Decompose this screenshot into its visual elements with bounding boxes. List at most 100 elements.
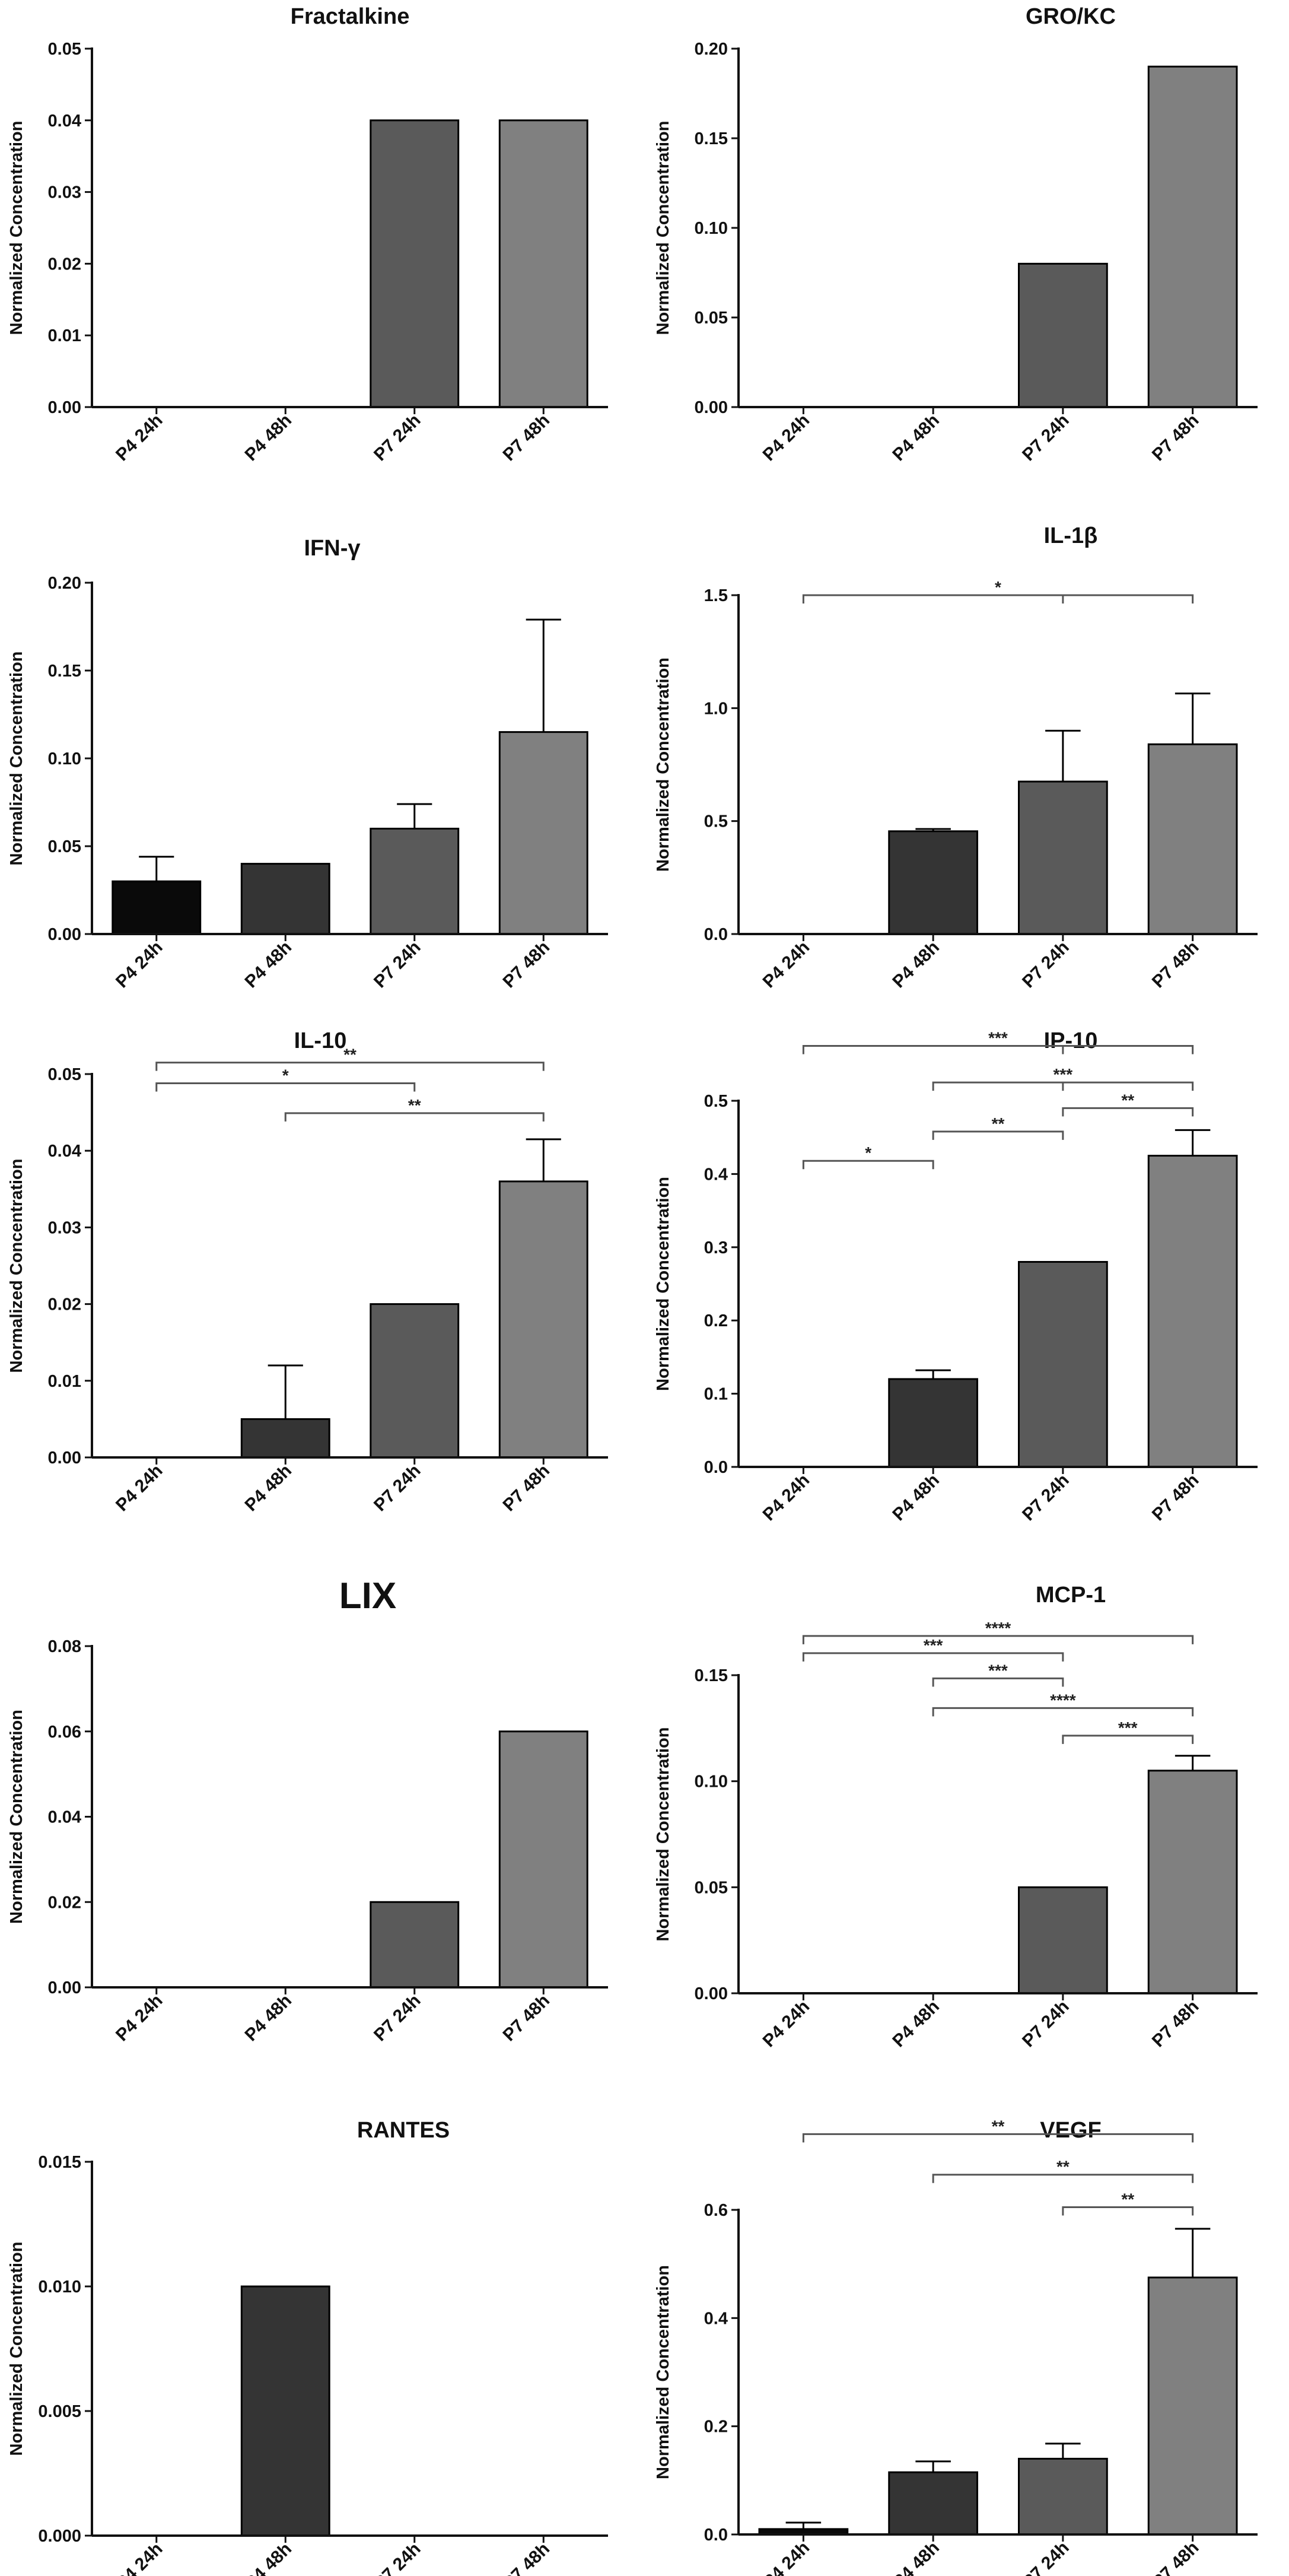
y-tick-label: 0.04 [48,1808,81,1827]
significance-bracket: *** [802,1636,1064,1662]
x-tick-label: P7 24h [370,1461,425,1516]
x-tick-label: P4 24h [759,938,814,992]
error-bar [785,2521,822,2529]
bar-p7-48h [1147,65,1238,408]
y-tick-label: 0.05 [695,1878,728,1897]
y-tick-label: 0.3 [704,1238,728,1257]
significance-bracket: ** [932,1114,1064,1140]
x-tick-label: P7 24h [370,2539,425,2576]
x-tick-label: P7 24h [1019,2538,1073,2576]
bar-p7-48h [1147,743,1238,935]
significance-bracket: *** [932,1065,1194,1091]
y-axis-label: Normalized Concentration [654,1177,673,1391]
y-tick-label: 0.015 [38,2153,81,2172]
y-tick-label: 0.5 [704,812,728,831]
x-tick-label: P4 24h [112,938,167,992]
chart-panel-2: GRO/KC Normalized Concentration 0.00 0.05 0.… [654,4,1258,465]
bar-p7-48h [498,731,588,935]
significance-bracket: ** [155,1046,545,1071]
significance-label: * [282,1066,289,1085]
chart-title: IL-10 [294,1028,347,1053]
significance-label: ** [343,1046,357,1064]
significance-label: * [865,1144,871,1162]
y-tick-label: 0.00 [48,1978,81,1997]
bar-p7-24h [1018,1260,1108,1468]
x-tick-label: P7 48h [1148,411,1203,465]
chart-panel-5: IL-10 Normalized Concentration 0.00 0.01 0.0… [7,1028,608,1515]
y-tick-label: 0.15 [695,129,728,148]
chart-title: IFN-γ [304,536,361,561]
error-bar [1045,729,1081,782]
x-tick-label: P4 48h [241,411,295,465]
chart-panel-8: MCP-1 Normalized Concentration 0.00 0.05 0.1… [654,1583,1258,2051]
error-bar [526,1138,561,1181]
bar-p7-48h [1147,1770,1238,1994]
error-bar [1175,693,1211,745]
y-tick-label: 0.2 [704,1311,728,1330]
x-tick-label: P4 24h [112,1461,167,1516]
bar-p7-24h [1018,1886,1108,1994]
x-tick-label: P7 48h [499,1991,553,2045]
bar-p4-48h [240,863,330,935]
y-tick-label: 0.4 [704,2309,728,2328]
significance-label: ** [992,1114,1005,1133]
chart-title: LIX [339,1576,396,1616]
x-tick-label: P7 48h [499,1461,553,1516]
significance-label: ** [1121,2190,1134,2208]
x-tick-label: P4 24h [112,411,167,465]
error-bar [915,1369,951,1379]
y-tick-label: 0.15 [48,662,81,681]
y-tick-label: 0.0 [704,925,728,944]
y-tick-label: 0.02 [48,1893,81,1912]
x-tick-label: P4 48h [241,2539,295,2576]
x-tick-label: P4 24h [759,1470,814,1525]
x-tick-label: P7 24h [370,938,425,992]
bar-p7-48h [498,1180,588,1459]
significance-label: **** [985,1619,1011,1637]
significance-bracket: * [802,1144,934,1170]
x-tick-label: P7 48h [1148,1997,1203,2051]
error-bar [1175,2228,1211,2278]
y-tick-label: 1.0 [704,699,728,718]
x-tick-label: P4 48h [241,938,295,992]
error-bar [139,856,174,882]
y-tick-label: 0.03 [48,183,81,202]
y-tick-label: 0.0 [704,1458,728,1477]
chart-title: VEGF [1040,2118,1101,2143]
bar-p7-24h [1018,780,1108,935]
y-axis-label: Normalized Concentration [654,1727,673,1942]
significance-label: *** [988,1028,1008,1047]
chart-title: RANTES [357,2118,450,2143]
y-axis-label: Normalized Concentration [654,2265,673,2479]
y-tick-label: 0.5 [704,1092,728,1111]
bar-p7-24h [1018,262,1108,408]
x-tick-label: P4 48h [889,938,943,992]
x-tick-label: P4 48h [889,1470,943,1525]
y-tick-label: 0.005 [38,2402,81,2421]
chart-title: Fractalkine [291,4,410,29]
bar-p7-48h [498,1730,588,1989]
chart-panel-3: IFN-γ Normalized Concentration 0.00 0.05 0.1… [7,536,608,992]
x-tick-label: P7 24h [1019,1470,1073,1525]
x-tick-label: P4 24h [112,2539,167,2576]
significance-bracket: *** [1062,1719,1194,1744]
y-tick-label: 0.00 [48,925,81,944]
chart-title: IP-10 [1044,1028,1098,1053]
x-tick-label: P7 24h [370,1991,425,2045]
significance-bracket: ** [1062,2190,1194,2216]
x-tick-label: P4 48h [241,1991,295,2045]
y-tick-label: 0.08 [48,1637,81,1656]
y-tick-label: 0.05 [48,40,81,59]
y-tick-label: 0.010 [38,2278,81,2297]
significance-bracket: ** [284,1096,545,1122]
y-tick-label: 0.03 [48,1218,81,1237]
x-tick-label: P4 48h [889,2538,943,2576]
y-tick-label: 0.05 [48,837,81,856]
y-axis-label: Normalized Concentration [7,652,26,866]
y-axis-label: Normalized Concentration [7,1159,26,1373]
y-tick-label: 0.06 [48,1723,81,1742]
error-bar [1175,1129,1211,1156]
significance-bracket: ** [1062,1091,1194,1117]
y-tick-label: 0.02 [48,255,81,274]
y-tick-label: 0.05 [695,309,728,328]
